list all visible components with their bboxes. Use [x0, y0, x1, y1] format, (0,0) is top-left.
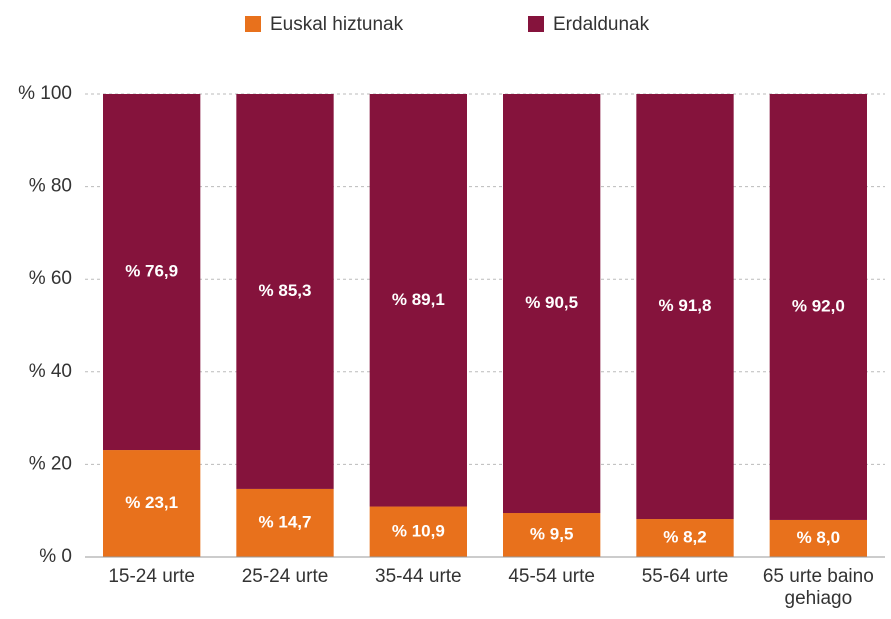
bar-segment — [103, 450, 201, 557]
y-tick-label: % 100 — [18, 83, 72, 104]
y-tick-label: % 20 — [29, 453, 72, 474]
data-label: % 9,5 — [530, 524, 573, 543]
data-label: % 91,8 — [659, 296, 712, 315]
bar-segment — [503, 513, 601, 557]
bar-segment — [769, 94, 867, 520]
bar-segment — [369, 94, 467, 507]
y-tick-label: % 0 — [39, 546, 72, 567]
data-label: % 8,0 — [797, 528, 840, 547]
y-tick-label: % 60 — [29, 268, 72, 289]
y-tick-label: % 40 — [29, 361, 72, 382]
x-tick-label: 45-54 urte — [508, 566, 595, 587]
x-tick-label: 55-64 urte — [641, 566, 729, 587]
bar-segment — [236, 94, 334, 489]
data-label: % 92,0 — [792, 296, 845, 315]
data-label: % 89,1 — [392, 290, 445, 309]
x-tick-label: 65 urte baino gehiago — [762, 566, 874, 609]
data-label: % 23,1 — [125, 493, 178, 512]
bar-segment — [369, 506, 467, 557]
bar-segment — [636, 519, 734, 557]
data-label: % 10,9 — [392, 521, 445, 540]
y-tick-label: % 80 — [29, 176, 72, 197]
legend-swatch — [245, 16, 261, 32]
bar-segment — [236, 488, 334, 557]
legend-swatch — [528, 16, 544, 32]
data-label: % 76,9 — [125, 262, 178, 281]
data-label: % 8,2 — [663, 528, 706, 547]
bar-segment — [503, 94, 601, 514]
data-label: % 14,7 — [259, 512, 312, 531]
bar-segment — [103, 94, 201, 451]
x-tick-label: 35-44 urte — [375, 566, 462, 587]
data-label: % 90,5 — [525, 293, 578, 312]
data-label: % 85,3 — [259, 281, 312, 300]
x-tick-label: 15-24 urte — [108, 566, 195, 587]
legend-label: Erdaldunak — [553, 14, 650, 35]
bar-segment — [636, 94, 734, 520]
x-tick-label: 25-24 urte — [241, 566, 329, 587]
bar-segment — [769, 519, 867, 557]
legend-label: Euskal hiztunak — [270, 14, 404, 35]
